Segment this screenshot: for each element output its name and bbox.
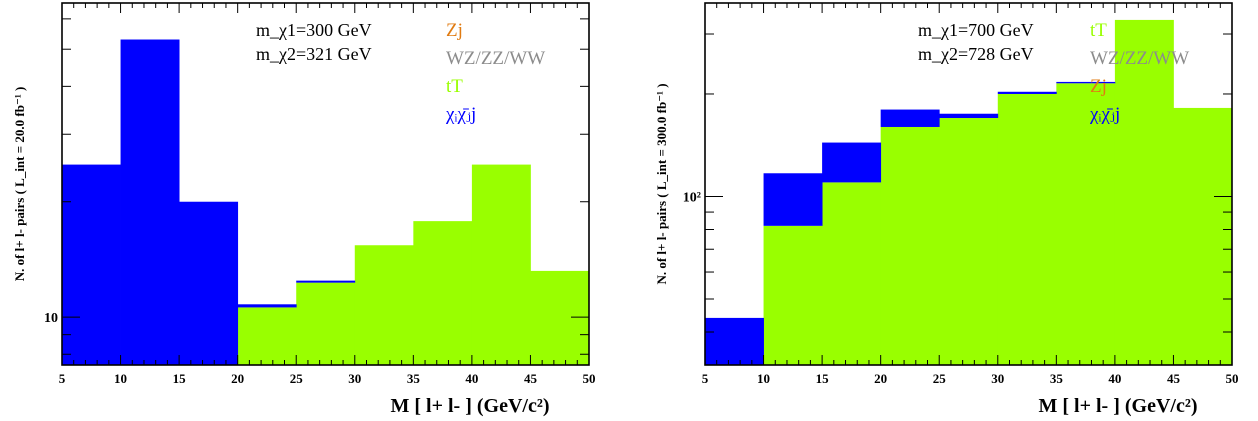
mass-label: m_χ1=300 GeV <box>256 20 372 40</box>
bar-signal-bin-1 <box>120 39 180 365</box>
x-tick-label: 45 <box>524 371 538 386</box>
bar-tt-bin-8 <box>530 270 590 365</box>
x-tick-label: 30 <box>991 371 1004 386</box>
legend-entry: χᵢχ̄ⱼj <box>1089 104 1120 125</box>
y-tick-label: 10 <box>44 311 58 326</box>
x-tick-label: 20 <box>231 371 244 386</box>
bar-signal-bin-4 <box>939 113 999 119</box>
legend-entry: Zj <box>1090 76 1107 97</box>
bar-signal-bin-5 <box>997 91 1057 94</box>
plot-frame <box>704 2 1233 366</box>
bar-tt-bin-6 <box>1056 83 1116 365</box>
mass-label: m_χ2=728 GeV <box>918 44 1034 64</box>
x-tick-label: 15 <box>816 371 830 386</box>
x-tick-label: 15 <box>173 371 187 386</box>
bar-tt-bin-5 <box>354 245 414 365</box>
x-tick-label: 20 <box>874 371 887 386</box>
x-tick-label: 30 <box>348 371 361 386</box>
x-tick-label: 10 <box>114 371 127 386</box>
bar-tt-bin-4 <box>296 282 356 365</box>
bar-tt-bin-4 <box>939 118 999 365</box>
y-axis-label: N. of l+ l- pairs ( L_int = 20.0 fb⁻¹ ) <box>12 87 27 282</box>
legend-entry: WZ/ZZ/WW <box>446 48 545 69</box>
x-tick-label: 40 <box>1108 371 1121 386</box>
bar-signal-bin-6 <box>1056 81 1116 84</box>
x-tick-label: 50 <box>583 371 596 386</box>
y-tick-label: 10² <box>683 190 701 205</box>
bar-signal-bin-0 <box>62 164 121 365</box>
x-tick-label: 25 <box>933 371 947 386</box>
legend-entry: tT <box>1090 20 1107 41</box>
legend-entry: χᵢχ̄ⱼj <box>445 104 476 125</box>
bar-tt-bin-3 <box>237 307 297 365</box>
bar-signal-bin-3 <box>237 304 297 308</box>
x-tick-label: 25 <box>290 371 304 386</box>
x-tick-label: 50 <box>1226 371 1239 386</box>
bar-signal-bin-3 <box>880 109 940 127</box>
x-tick-label: 35 <box>1050 371 1064 386</box>
bar-tt-bin-8 <box>1173 107 1233 365</box>
bar-signal-bin-0 <box>705 317 764 365</box>
x-tick-label: 35 <box>407 371 421 386</box>
x-tick-label: 45 <box>1167 371 1181 386</box>
legend-entry: Zj <box>446 20 463 41</box>
bar-tt-bin-2 <box>822 182 882 365</box>
x-axis-label: M [ l+ l- ] (GeV/c²) <box>1039 395 1198 417</box>
bar-tt-bin-7 <box>1114 19 1174 365</box>
right-chart-panel: 5 10 15 20 25 30 35 40 45 50 10² M [ l+ l- ] (GeV/c… <box>654 2 1239 417</box>
legend-entry: tT <box>446 76 463 97</box>
bar-tt-bin-7 <box>471 164 531 365</box>
x-tick-label: 5 <box>59 371 66 386</box>
bar-tt-bin-3 <box>880 126 940 365</box>
y-axis-label: N. of l+ l- pairs ( L_int = 300.0 fb⁻¹ ) <box>654 83 669 284</box>
mass-label: m_χ2=321 GeV <box>256 44 372 64</box>
legend-entry: WZ/ZZ/WW <box>1090 48 1189 69</box>
bar-tt-bin-5 <box>997 93 1057 365</box>
mass-label: m_χ1=700 GeV <box>918 20 1034 40</box>
bar-tt-bin-1 <box>763 225 823 365</box>
bar-signal-bin-4 <box>296 280 356 283</box>
x-tick-label: 10 <box>757 371 770 386</box>
bar-tt-bin-6 <box>413 221 473 365</box>
left-chart-panel: 5 10 15 20 25 30 35 40 45 50 10 M [ l+ l- ] (GeV/c²… <box>12 2 596 417</box>
bar-signal-bin-2 <box>822 142 882 183</box>
bar-signal-bin-2 <box>179 201 239 365</box>
x-tick-label: 5 <box>702 371 709 386</box>
x-axis-label: M [ l+ l- ] (GeV/c²) <box>391 395 550 417</box>
x-tick-label: 40 <box>465 371 478 386</box>
plot-frame <box>61 2 590 366</box>
bar-signal-bin-1 <box>763 173 823 226</box>
